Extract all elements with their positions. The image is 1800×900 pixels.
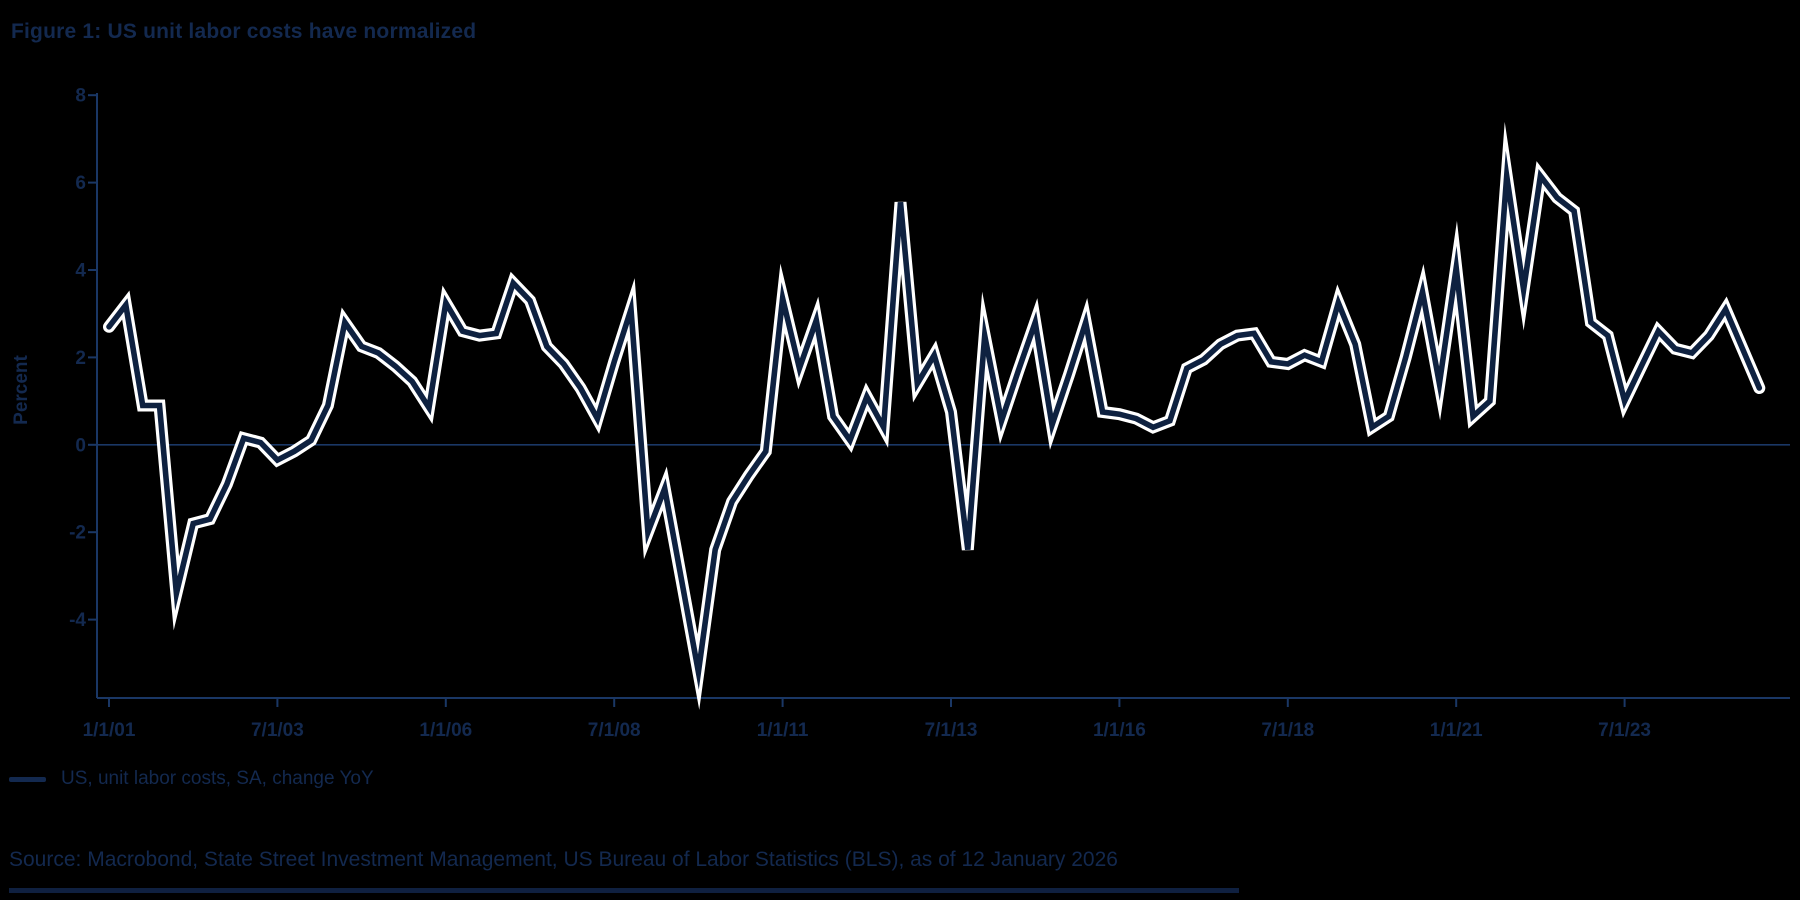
source-text: Source: Macrobond, State Street Investme…: [9, 848, 1118, 871]
y-tick-label: 8: [75, 86, 86, 107]
legend-label: US, unit labor costs, SA, change YoY: [61, 768, 374, 789]
series-line: [106, 150, 1763, 690]
y-tick-label: -4: [69, 610, 86, 631]
chart-plot: 8 6 4 2 0 -2 -4 1/1/01 7/1/03 1/1/06 7/1/08 1/1/11 7…: [69, 86, 1790, 741]
x-tick-label: 7/1/03: [251, 720, 304, 741]
x-tick-label: 1/1/11: [757, 720, 809, 741]
y-axis-title: Percent: [11, 354, 32, 424]
x-tick-label: 7/1/13: [925, 720, 978, 741]
x-tick-label: 7/1/08: [588, 720, 641, 741]
figure-title: Figure 1: US unit labor costs have norma…: [11, 20, 477, 43]
legend: US, unit labor costs, SA, change YoY: [9, 768, 374, 790]
x-tick-label: 1/1/21: [1430, 720, 1483, 741]
legend-line-icon: [9, 776, 46, 782]
footer-divider: [9, 888, 1239, 893]
y-tick-label: 2: [75, 348, 86, 369]
x-tick-label: 7/1/18: [1261, 720, 1314, 741]
x-tick-label: 1/1/01: [83, 720, 136, 741]
y-tick-label: -2: [69, 523, 86, 544]
y-tick-label: 4: [75, 261, 86, 282]
y-tick-label: 6: [75, 173, 86, 194]
x-tick-label: 1/1/16: [1093, 720, 1146, 741]
series-line-casing: [103, 121, 1766, 710]
y-tick-label: 0: [75, 435, 86, 456]
x-tick-label: 7/1/23: [1598, 720, 1651, 741]
x-tick-label: 1/1/06: [419, 720, 472, 741]
